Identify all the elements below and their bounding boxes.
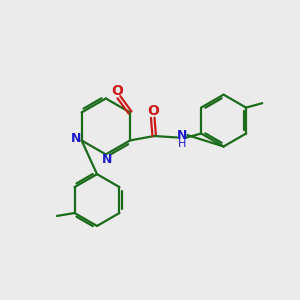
Text: N: N [102,153,112,166]
Text: O: O [112,84,123,98]
Text: N: N [71,133,82,146]
Text: N: N [177,129,188,142]
Text: H: H [178,139,187,149]
Text: O: O [147,104,159,118]
